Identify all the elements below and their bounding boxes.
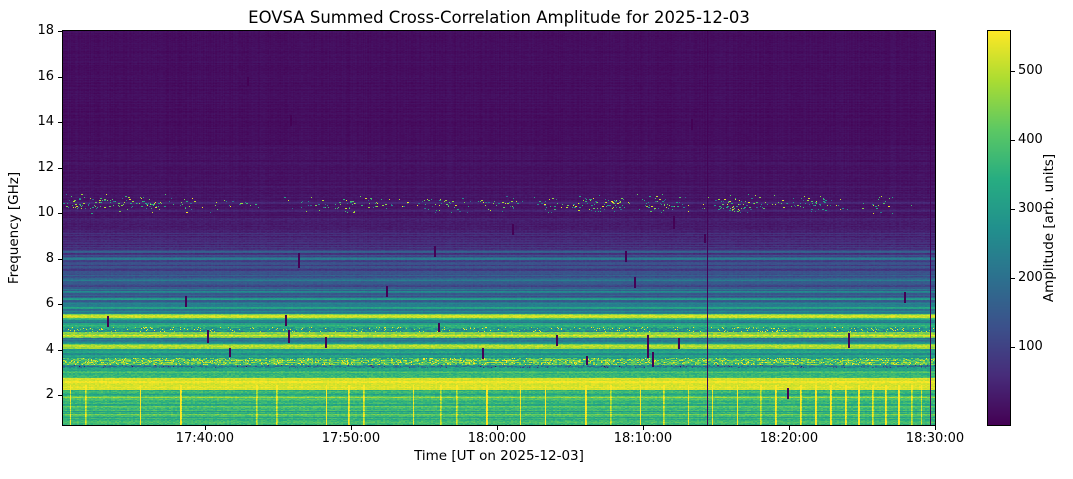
y-tick-mark	[58, 167, 62, 169]
x-tick-label: 18:10:00	[613, 431, 673, 446]
colorbar-gradient	[988, 31, 1010, 425]
colorbar-tick-label: 200	[1018, 270, 1043, 286]
y-tick-mark	[58, 76, 62, 78]
colorbar-tick-mark	[1011, 209, 1015, 211]
x-tick-label: 17:50:00	[321, 431, 381, 446]
x-tick-label: 18:00:00	[467, 431, 527, 446]
y-tick-mark	[58, 304, 62, 306]
y-tick-mark	[58, 31, 62, 32]
chart-title: EOVSA Summed Cross-Correlation Amplitude…	[248, 8, 750, 27]
colorbar-tick-label: 500	[1018, 63, 1043, 79]
y-tick-label: 8	[45, 250, 54, 266]
plot-area-frame	[62, 30, 936, 426]
y-tick-mark	[58, 213, 62, 215]
colorbar-tick-label: 400	[1018, 132, 1043, 148]
x-tick-mark	[350, 426, 352, 430]
colorbar-tick-mark	[1011, 278, 1015, 280]
y-tick-label: 4	[45, 341, 54, 357]
y-tick-label: 16	[37, 68, 54, 84]
colorbar-tick-mark	[1011, 140, 1015, 142]
y-tick-label: 14	[37, 114, 54, 130]
x-tick-mark	[204, 426, 206, 430]
y-tick-label: 10	[37, 205, 54, 221]
y-tick-label: 6	[45, 296, 54, 312]
y-tick-mark	[58, 258, 62, 260]
y-tick-label: 18	[37, 23, 54, 38]
x-tick-label: 17:40:00	[175, 431, 235, 446]
colorbar-frame	[987, 30, 1011, 426]
colorbar-tick-mark	[1011, 71, 1015, 73]
y-axis-label: Frequency [GHz]	[6, 171, 22, 285]
colorbar-label: Amplitude [arb. units]	[1041, 153, 1057, 303]
x-tick-mark	[935, 426, 936, 430]
x-axis-label: Time [UT on 2025-12-03]	[414, 448, 584, 464]
x-tick-mark	[788, 426, 790, 430]
x-tick-label: 18:30:00	[905, 431, 965, 446]
colorbar-tick-label: 100	[1018, 339, 1043, 355]
y-tick-label: 2	[45, 387, 54, 403]
spectrogram-heatmap	[63, 31, 935, 425]
y-tick-mark	[58, 349, 62, 351]
x-tick-mark	[496, 426, 498, 430]
x-tick-label: 18:20:00	[759, 431, 819, 446]
x-tick-mark	[642, 426, 644, 430]
y-tick-mark	[58, 122, 62, 124]
colorbar-tick-label: 300	[1018, 201, 1043, 217]
y-tick-mark	[58, 395, 62, 397]
colorbar-tick-mark	[1011, 347, 1015, 349]
y-tick-label: 12	[37, 159, 54, 175]
